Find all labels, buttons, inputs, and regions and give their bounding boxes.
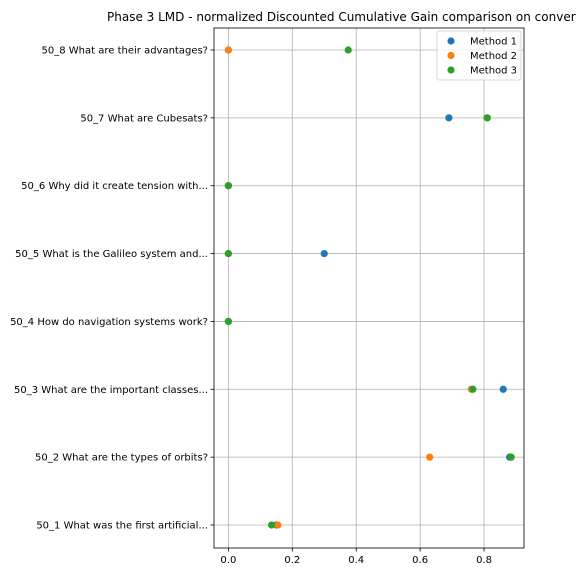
data-point-method-3 xyxy=(267,521,276,529)
y-tick-label: 50_6 Why did it create tension with... xyxy=(21,181,208,192)
y-tick-label: 50_3 What are the important classes... xyxy=(14,385,208,396)
legend-box xyxy=(436,30,522,81)
data-point-method-3 xyxy=(224,182,232,190)
y-tick-label: 50_8 What are their advantages? xyxy=(42,46,208,57)
data-point-method-1 xyxy=(320,249,328,258)
data-point-method-3 xyxy=(507,453,515,461)
legend-label: Method 3 xyxy=(470,66,517,77)
legend-marker xyxy=(447,51,455,60)
x-tick-label: 0.0 xyxy=(220,555,236,566)
x-tick-label: 0.6 xyxy=(412,555,428,566)
data-point-method-2 xyxy=(224,46,232,54)
data-point-method-3 xyxy=(224,317,232,326)
x-tick-label: 0.2 xyxy=(284,555,300,566)
data-point-method-3 xyxy=(344,46,352,54)
data-point-method-1 xyxy=(445,114,453,122)
x-tick-label: 0.4 xyxy=(348,555,364,566)
data-point-method-2 xyxy=(274,521,282,529)
legend-label: Method 1 xyxy=(470,37,517,48)
y-tick-label: 50_2 What are the types of orbits? xyxy=(35,453,208,464)
y-tick-label: 50_7 What are Cubesats? xyxy=(80,113,208,124)
legend-marker xyxy=(447,37,455,45)
data-point-method-1 xyxy=(499,385,507,393)
x-tick-label: 0.8 xyxy=(476,555,492,566)
data-point-method-2 xyxy=(426,453,434,461)
chart-title: Phase 3 LMD - normalized Discounted Cumu… xyxy=(107,10,576,24)
data-point-method-3 xyxy=(469,385,477,393)
legend-marker xyxy=(447,66,455,74)
data-point-method-3 xyxy=(224,249,232,258)
y-tick-label: 50_4 How do navigation systems work? xyxy=(10,317,208,328)
plot-area xyxy=(213,27,525,549)
y-tick-label: 50_5 What is the Galileo system and... xyxy=(15,249,208,260)
legend: Method 1 Method 2 Method 3 xyxy=(436,30,522,81)
legend-label: Method 2 xyxy=(470,51,517,62)
data-point-method-3 xyxy=(483,114,491,122)
y-tick-label: 50_1 What was the first artificial... xyxy=(36,521,208,532)
